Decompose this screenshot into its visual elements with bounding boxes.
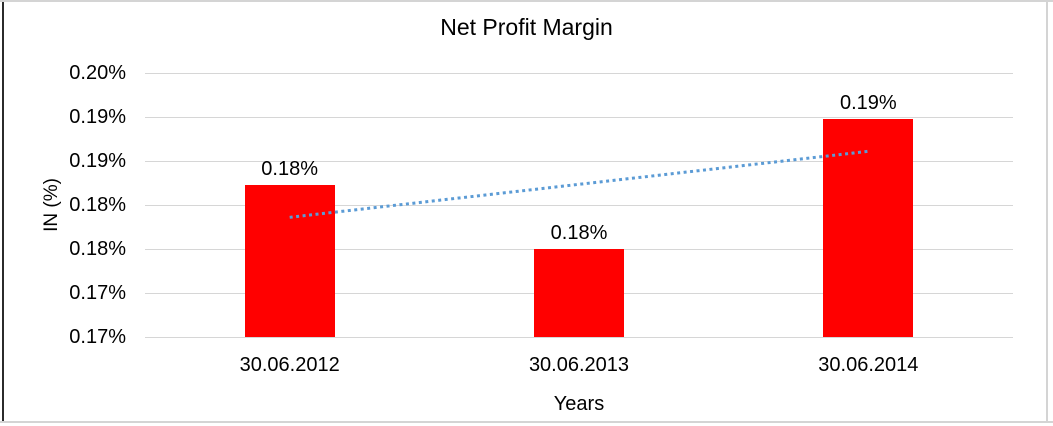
chart-title: Net Profit Margin — [440, 14, 613, 40]
bar — [823, 118, 914, 337]
plot-area — [145, 73, 1013, 338]
bar — [534, 249, 624, 337]
bar-data-label: 0.18% — [550, 222, 608, 244]
gridline — [145, 205, 1013, 206]
frame-border-top — [0, 0, 1053, 2]
y-axis-tick-label: 0.18% — [69, 194, 126, 216]
x-axis-tick-label: 30.06.2014 — [818, 354, 919, 376]
gridline — [145, 337, 1013, 338]
gridline — [145, 73, 1013, 74]
gridline — [145, 117, 1013, 118]
x-axis-title: Years — [553, 393, 605, 415]
y-axis-tick-label: 0.17% — [69, 282, 126, 304]
y-axis-tick-label: 0.17% — [69, 326, 126, 348]
frame-border-left — [2, 2, 4, 421]
frame-border-bottom — [0, 421, 1053, 423]
bar-data-label: 0.19% — [839, 91, 897, 114]
y-axis-tick-label: 0.19% — [69, 150, 126, 172]
x-axis-tick-label: 30.06.2012 — [239, 354, 340, 376]
gridline — [145, 161, 1013, 162]
bar-data-label: 0.18% — [261, 157, 319, 180]
bar — [244, 184, 335, 337]
y-axis-tick-label: 0.20% — [69, 62, 126, 84]
frame-border-right — [1046, 2, 1048, 421]
x-axis-tick-label: 30.06.2013 — [528, 354, 630, 376]
y-axis-tick-label: 0.18% — [69, 238, 126, 260]
y-axis-tick-label: 0.19% — [69, 106, 126, 128]
